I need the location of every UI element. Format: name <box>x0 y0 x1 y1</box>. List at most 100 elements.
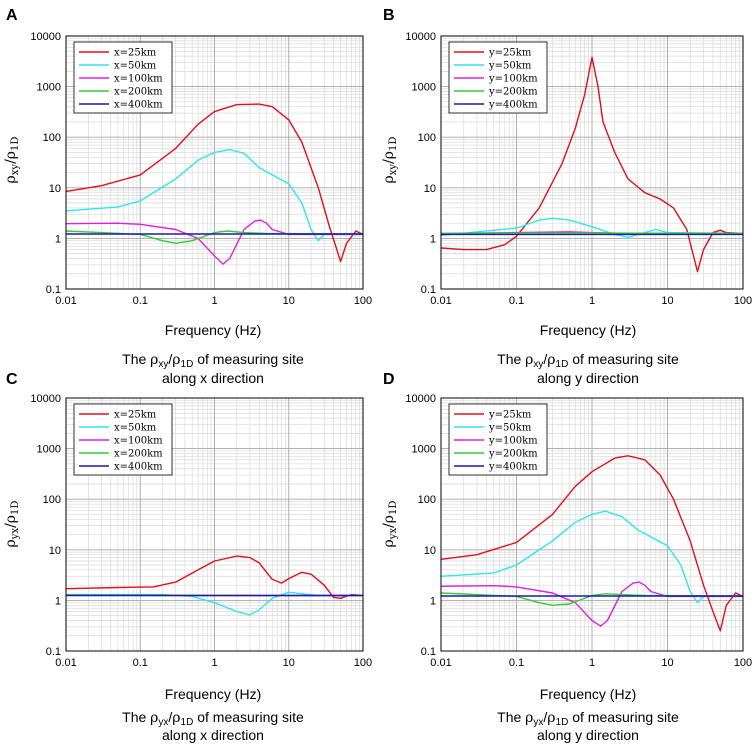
legend-label: x=200km <box>114 449 163 460</box>
y-tick-label: 10000 <box>30 31 61 43</box>
caption-line2-b: along y direction <box>537 370 639 386</box>
y-tick-label: 1000 <box>412 82 436 94</box>
y-tick-label: 0.1 <box>46 284 61 296</box>
plot-area-c: 0.01 0.1 1 10 1000.1110100100010000x=25kmx=5… <box>30 393 372 669</box>
legend-label: y=400km <box>488 462 538 473</box>
series-line-x-100km <box>66 219 363 265</box>
series-line-y-200km <box>441 232 743 235</box>
x-tick-label: 0.1 <box>509 657 524 669</box>
y-tick-label: 10000 <box>30 393 61 405</box>
x-tick-label: 1 <box>211 295 217 307</box>
x-tick-label: 0.01 <box>55 657 76 669</box>
plot-frame <box>440 397 744 652</box>
y-tick-label: 0.1 <box>421 646 436 658</box>
y-tick-label: 1 <box>430 233 436 245</box>
y-tick-label: 1000 <box>37 82 61 94</box>
legend-a: x=25km x=50km x=100km x=200km x=400km <box>73 41 173 114</box>
y-tick-label: 10000 <box>405 393 436 405</box>
series-group-c <box>66 555 363 616</box>
legend-label: x=25km <box>114 48 157 59</box>
legend-label: y=50km <box>488 423 532 434</box>
legend-label: y=200km <box>488 87 538 98</box>
y-tick-label: 0.1 <box>46 646 61 658</box>
x-tick-label: 0.01 <box>55 295 76 307</box>
legend-label: x=100km <box>114 74 163 85</box>
legend-label: y=50km <box>488 61 532 72</box>
plot-area-a: 0.01 0.1 1 10 1000.1110100100010000x=25kmx=5… <box>30 31 372 307</box>
x-tick-label: 0.1 <box>133 657 148 669</box>
caption-line1-c: The ρyx/ρ1D of measuring site <box>122 709 304 728</box>
y-tick-label: 10 <box>424 183 436 195</box>
legend-label: y=100km <box>488 436 538 447</box>
y-tick-label: 100 <box>418 494 436 506</box>
y-tick-label: 10 <box>49 183 61 195</box>
x-axis-label-a: Frequency (Hz) <box>165 322 261 338</box>
y-tick-label: 100 <box>43 132 61 144</box>
panel-b: B 0.01 0.1 1 10 1000.1110100100010000y=25kmy… <box>381 7 752 386</box>
x-tick-label: 10 <box>661 657 673 669</box>
legend-label: x=400km <box>114 462 163 473</box>
plot-frame <box>65 397 364 652</box>
y-tick-label: 1000 <box>412 444 436 456</box>
panel-letter-c: C <box>6 371 18 388</box>
series-line-y-25km <box>441 56 743 273</box>
legend-b: y=25km y=50km y=100km y=200km y=400km <box>448 41 548 114</box>
x-tick-label: 100 <box>734 295 752 307</box>
y-tick-label: 1000 <box>37 444 61 456</box>
y-tick-label: 10000 <box>405 31 436 43</box>
y-axis-label-c: ρyx/ρ1D <box>3 501 21 548</box>
series-line-y-50km <box>441 217 743 238</box>
legend-label: x=400km <box>114 100 163 111</box>
series-group-a <box>66 103 363 265</box>
plot-area-b: 0.01 0.1 1 10 1000.1110100100010000y=25kmy=5… <box>405 31 752 307</box>
x-tick-label: 100 <box>354 657 372 669</box>
x-tick-label: 0.01 <box>430 657 451 669</box>
panel-a: A 0.01 0.1 1 10 1000.1110100100010000x=25kmx… <box>3 7 372 386</box>
x-tick-label: 100 <box>354 295 372 307</box>
y-tick-label: 1 <box>55 233 61 245</box>
legend-label: x=100km <box>114 436 163 447</box>
series-group-d <box>441 455 743 632</box>
panel-d: D 0.01 0.1 1 10 1000.1110100100010000y=25kmy… <box>381 371 752 743</box>
x-tick-label: 1 <box>589 657 595 669</box>
y-tick-label: 10 <box>424 545 436 557</box>
series-line-y-100km <box>441 581 743 627</box>
y-tick-label: 0.1 <box>421 284 436 296</box>
series-line-x-200km <box>66 230 363 244</box>
y-tick-label: 10 <box>49 545 61 557</box>
y-tick-label: 1 <box>430 595 436 607</box>
x-tick-label: 0.1 <box>509 295 524 307</box>
legend-label: y=25km <box>488 410 532 421</box>
caption-line2-c: along x direction <box>162 727 264 743</box>
caption-line1-b: The ρxy/ρ1D of measuring site <box>497 351 679 370</box>
y-tick-label: 1 <box>55 595 61 607</box>
x-tick-label: 0.1 <box>133 295 148 307</box>
x-tick-label: 0.01 <box>430 295 451 307</box>
x-axis-label-b: Frequency (Hz) <box>540 322 636 338</box>
series-group-b <box>441 56 743 273</box>
x-tick-label: 1 <box>211 657 217 669</box>
x-tick-label: 100 <box>734 657 752 669</box>
panel-c: C 0.01 0.1 1 10 1000.1110100100010000x=25kmx… <box>3 371 372 743</box>
legend-label: x=25km <box>114 410 157 421</box>
caption-line1-d: The ρyx/ρ1D of measuring site <box>497 709 679 728</box>
x-tick-label: 10 <box>283 295 295 307</box>
x-tick-label: 1 <box>589 295 595 307</box>
y-tick-label: 100 <box>418 132 436 144</box>
x-tick-label: 10 <box>661 295 673 307</box>
series-line-y-25km <box>441 455 743 632</box>
plot-frame <box>440 35 744 290</box>
legend-label: y=200km <box>488 449 538 460</box>
legend-label: y=100km <box>488 74 538 85</box>
legend-c: x=25km x=50km x=100km x=200km x=400km <box>73 403 173 476</box>
legend-label: x=50km <box>114 423 157 434</box>
y-tick-label: 100 <box>43 494 61 506</box>
legend-d: y=25km y=50km y=100km y=200km y=400km <box>448 403 548 476</box>
panel-letter-b: B <box>383 7 395 24</box>
panel-letter-a: A <box>6 7 18 24</box>
legend-label: x=200km <box>114 87 163 98</box>
caption-line1-a: The ρxy/ρ1D of measuring site <box>122 351 304 370</box>
panel-letter-d: D <box>383 371 395 388</box>
x-axis-label-c: Frequency (Hz) <box>165 686 261 702</box>
